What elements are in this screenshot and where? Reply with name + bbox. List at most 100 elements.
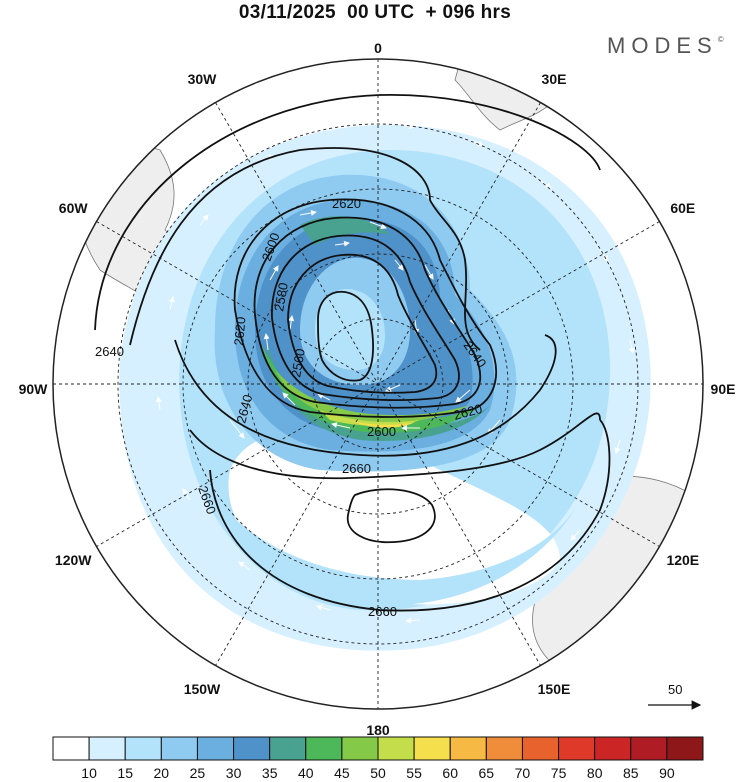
map-title: 03/11/2025 00 UTC + 096 hrs [238, 2, 512, 23]
wind-vector [263, 333, 270, 351]
map-boundary [52, 58, 704, 710]
colorbar-tick-label: 20 [154, 765, 170, 781]
colorbar-swatch [341, 736, 379, 761]
contour-2660-outer [94, 94, 601, 331]
colorbar-tick-label: 35 [262, 765, 278, 781]
wind-vector [282, 392, 296, 406]
wind-vector [405, 617, 421, 624]
colorbar-swatch [413, 736, 451, 761]
contour-label: 2660 [342, 461, 371, 476]
contour-label: 2640 [95, 344, 124, 359]
wind-vector [229, 419, 245, 439]
wind-vector [394, 259, 404, 271]
colorbar-tick-label: 70 [515, 765, 531, 781]
wind-vector [199, 214, 209, 226]
contour-2560 [287, 253, 438, 394]
colorbar-tick-label: 45 [334, 765, 350, 781]
wind-vector [570, 529, 581, 541]
colorbar-tick-label: 30 [226, 765, 242, 781]
longitude-label: 120W [55, 552, 92, 568]
colorbar-tick-label: 65 [479, 765, 495, 781]
colorbar-swatch [160, 736, 198, 761]
longitude-label: 90E [711, 381, 736, 397]
colorbar-swatch [521, 736, 560, 761]
wind-vector [238, 561, 251, 571]
contour-label: 2620 [452, 401, 484, 423]
contour-2580 [271, 234, 460, 401]
wind-vector [469, 139, 484, 147]
colorbar-tick-label: 50 [370, 765, 386, 781]
colorbar-swatch [52, 736, 90, 761]
longitude-label: 0 [374, 40, 382, 56]
colorbar-swatch [666, 736, 704, 761]
colorbar-swatch [196, 736, 235, 761]
copyright-mark: © [717, 35, 724, 44]
longitude-label: 30E [542, 71, 567, 87]
shade-55-60 [350, 420, 415, 428]
wind-vector [155, 396, 162, 411]
brand-name: MODES [607, 33, 718, 58]
contour-2660-closed [346, 488, 436, 544]
wind-vector [317, 393, 331, 401]
shade-50-55 [320, 410, 420, 426]
contour-2540-low [317, 290, 374, 382]
longitude-label: 60E [670, 200, 695, 216]
longitude-label: 150W [184, 681, 221, 697]
meridian [96, 221, 660, 547]
wind-vector [299, 209, 317, 216]
colorbar-tick-label: 55 [406, 765, 422, 781]
longitude-label: 30W [188, 71, 218, 87]
contour-2660-south [209, 419, 611, 612]
wind-vector [331, 422, 351, 429]
wind-vector [279, 519, 295, 526]
colorbar-swatch [233, 736, 271, 761]
height-contours [94, 94, 611, 612]
wind-vector [424, 264, 434, 280]
wind-vector [539, 179, 552, 189]
contour-label: 2560 [288, 347, 308, 378]
contour-label: 2620 [332, 196, 361, 211]
colorbar-swatch [630, 736, 668, 761]
wind-vector [455, 389, 471, 403]
colorbar-tick-label: 75 [551, 765, 567, 781]
colorbar-tick-label: 85 [623, 765, 639, 781]
contour-label: 2640 [233, 393, 255, 425]
reference-vector: 50 [648, 682, 702, 710]
latitude-circle [182, 188, 574, 580]
wind-vector [288, 315, 295, 331]
contour-2600 [253, 216, 481, 409]
contour-label: 2600 [367, 424, 396, 439]
colorbar-swatch [88, 736, 126, 761]
longitude-labels: 0 30E 60E 90E 120E 150E 180 150W 120W 90W 60W 30W [19, 40, 736, 738]
colorbar-swatch [485, 736, 523, 761]
colorbar-swatch [269, 736, 307, 761]
wind-vector [599, 249, 609, 262]
colorbar: 10 15 20 25 30 35 40 45 50 55 60 65 70 75 80 85 90 [52, 736, 704, 781]
contour-label: 2660 [368, 604, 397, 619]
contour-2620 [233, 198, 497, 418]
contour-2640-outer [129, 147, 481, 351]
colorbar-tick-label: 60 [442, 765, 458, 781]
graticule [53, 59, 703, 709]
wind-vector [445, 559, 461, 566]
wind-vector [614, 439, 621, 454]
longitude-label: 90W [19, 381, 49, 397]
longitude-label: 180 [366, 722, 390, 738]
shade-gap [228, 431, 560, 605]
longitude-label: 150E [538, 681, 571, 697]
wind-vector [369, 221, 387, 230]
shade-inner-band [200, 470, 580, 605]
colorbar-swatch [124, 736, 162, 761]
contour-2640-inner [174, 334, 557, 457]
wind-vector [628, 339, 635, 354]
colorbar-swatch [377, 736, 415, 761]
longitude-label: 60W [59, 200, 89, 216]
colorbar-tick-label: 25 [190, 765, 206, 781]
colorbar-swatch [558, 736, 596, 761]
shade-35-40-north [300, 216, 390, 245]
shade-40-45 [262, 345, 485, 433]
colorbar-tick-label: 10 [81, 765, 97, 781]
reference-vector-label: 50 [668, 682, 682, 697]
colorbar-tick-label: 40 [298, 765, 314, 781]
